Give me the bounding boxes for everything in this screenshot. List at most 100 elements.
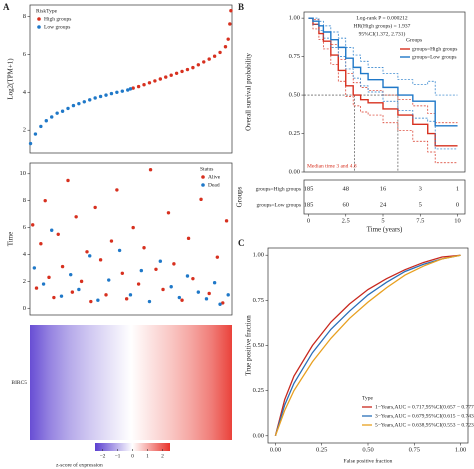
annotation: Log-rank P = 0.000212 — [356, 15, 407, 21]
point — [55, 111, 59, 115]
roc-curve — [274, 254, 461, 436]
point — [93, 96, 97, 100]
point — [185, 67, 190, 72]
point — [56, 232, 60, 236]
point — [88, 254, 92, 258]
point — [169, 285, 173, 289]
y-tick-label: 0 — [23, 305, 26, 312]
point — [109, 239, 114, 243]
point — [39, 124, 43, 129]
y-axis-label: Log2(TPM+1) — [7, 58, 15, 100]
x-tick-label: 0.25 — [316, 446, 327, 453]
point — [147, 299, 152, 304]
point — [98, 94, 103, 99]
legend-title: Type — [362, 395, 373, 401]
point — [147, 81, 152, 85]
point — [79, 279, 84, 284]
point — [172, 262, 176, 266]
legend-label: High groups — [44, 16, 71, 22]
point — [109, 91, 114, 96]
point — [196, 290, 201, 294]
y-tick-label: 0.00 — [289, 168, 300, 175]
legend-label: Alive — [208, 174, 221, 180]
panel-label: A — [3, 2, 10, 12]
point — [207, 291, 211, 296]
y-tick-label: 8 — [23, 13, 26, 20]
point — [196, 63, 201, 67]
y-tick-label: 0.50 — [253, 342, 264, 349]
point — [34, 286, 39, 290]
x-tick-label: 5 — [381, 217, 384, 224]
risk-row-label: groups=Low groups — [256, 202, 301, 208]
y-axis-label: Groups — [236, 186, 244, 207]
legend-label: 1−Years,AUC = 0.717,95%CI(0.657 − 0.777) — [375, 403, 474, 410]
point — [153, 79, 157, 83]
legend-label: groups=High groups — [412, 46, 457, 52]
point — [169, 73, 173, 77]
point — [177, 295, 182, 300]
point — [126, 88, 130, 92]
point — [154, 267, 158, 271]
x-axis-label: False positive fraction — [344, 457, 393, 464]
point — [215, 255, 220, 259]
colorbar-tick-label: 2 — [161, 453, 164, 459]
point — [44, 119, 48, 123]
survival-curve — [308, 17, 458, 147]
point — [228, 22, 232, 26]
point — [115, 188, 119, 192]
point — [139, 268, 144, 273]
risk-count: 3 — [419, 185, 422, 192]
point — [43, 198, 47, 203]
plot-frame — [29, 162, 233, 316]
y-axis-label: True positive fraction — [245, 315, 253, 376]
point — [96, 298, 100, 302]
risk-count: 48 — [342, 185, 349, 192]
y-tick-label: 0.25 — [253, 387, 264, 394]
point — [50, 228, 54, 232]
point — [60, 264, 65, 269]
point — [180, 69, 184, 74]
legend-title: RiskType — [36, 8, 58, 14]
y-tick-label: 6 — [23, 224, 27, 231]
colorbar-tick-label: −2 — [100, 453, 106, 459]
legend-label: Dead — [208, 182, 220, 188]
point — [39, 242, 43, 246]
y-tick-label: 4 — [23, 89, 27, 96]
point — [199, 197, 203, 202]
panel-label: B — [238, 2, 244, 12]
risk-count: 60 — [342, 201, 349, 208]
point — [174, 71, 179, 76]
point — [52, 295, 56, 300]
point — [218, 302, 222, 306]
point — [131, 225, 135, 230]
annotation: 95%CI(1.372, 2.731) — [359, 30, 406, 37]
point — [221, 301, 225, 305]
legend-swatch — [37, 25, 41, 29]
point — [124, 297, 129, 301]
point — [180, 298, 184, 302]
risk-count: 24 — [380, 201, 387, 208]
point — [186, 236, 191, 241]
point — [77, 101, 81, 106]
roc-curve — [274, 254, 461, 436]
risk-row-label: groups=High groups — [256, 186, 301, 192]
point — [226, 293, 230, 297]
colorbar-tick-label: −1 — [115, 453, 121, 459]
y-tick-label: 0.00 — [253, 432, 264, 439]
point — [70, 290, 75, 294]
confidence-band — [308, 17, 458, 164]
y-tick-label: 0.50 — [289, 92, 300, 99]
point — [66, 178, 70, 183]
y-axis-label: Overall survival probability — [245, 53, 253, 131]
legend-swatch — [37, 17, 41, 21]
point — [185, 274, 190, 278]
point — [117, 248, 122, 253]
heatmap-row — [30, 325, 232, 440]
point — [202, 60, 206, 64]
point — [77, 287, 81, 292]
point — [88, 98, 92, 102]
y-tick-label: 2 — [23, 127, 26, 134]
x-tick-label: 0.75 — [409, 446, 420, 453]
point — [142, 82, 146, 87]
